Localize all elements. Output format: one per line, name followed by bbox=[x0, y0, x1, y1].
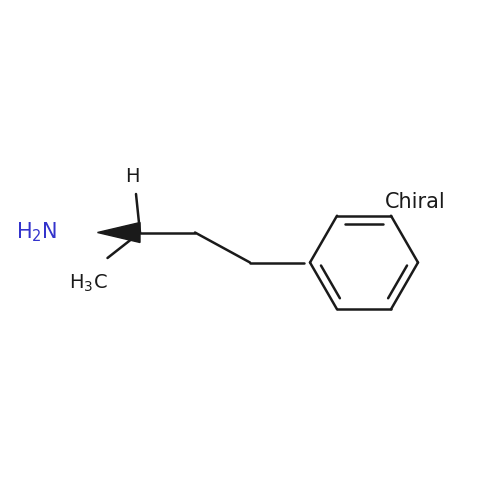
Text: H$_3$C: H$_3$C bbox=[69, 272, 108, 294]
Text: H$_2$N: H$_2$N bbox=[16, 220, 58, 244]
Text: H: H bbox=[125, 167, 140, 186]
Polygon shape bbox=[98, 222, 140, 242]
Text: Chiral: Chiral bbox=[385, 192, 446, 212]
